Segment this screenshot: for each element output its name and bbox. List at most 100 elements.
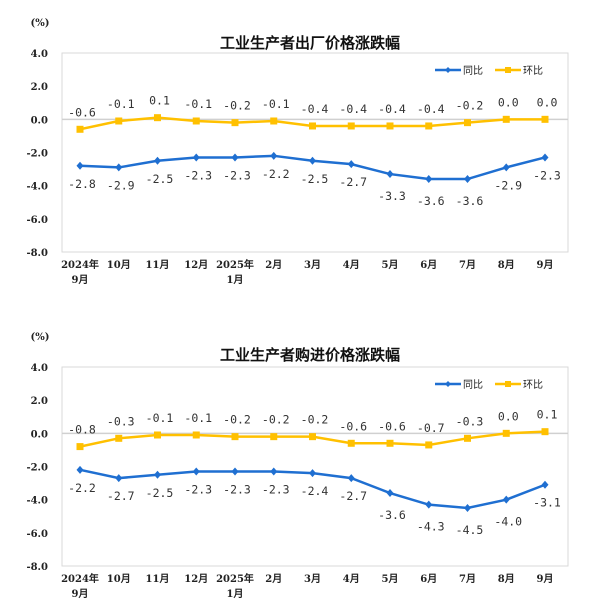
x-tick-label: 9月: [72, 274, 89, 286]
legend-marker: [505, 67, 511, 73]
x-tick-label: 3月: [304, 259, 321, 271]
data-point-yoy: [115, 474, 123, 483]
x-tick-label: 8月: [498, 259, 515, 271]
x-tick-label: 4月: [343, 259, 360, 271]
legend-marker: [445, 67, 451, 73]
y-tick-label: -2.0: [26, 463, 48, 474]
data-point-mom: [309, 433, 316, 441]
data-label-yoy: -4.3: [417, 520, 445, 534]
data-label-mom: -0.1: [107, 97, 135, 111]
x-tick-label: 6月: [420, 259, 437, 271]
legend-label: 环比: [523, 65, 543, 77]
data-label-yoy: -2.3: [262, 482, 290, 496]
data-label-yoy: -2.5: [301, 172, 329, 186]
legend-marker: [505, 381, 511, 387]
data-label-yoy: -2.9: [107, 178, 135, 192]
data-point-mom: [502, 115, 510, 123]
data-label-yoy: -2.5: [146, 486, 174, 500]
data-point-mom: [425, 122, 433, 130]
data-label-mom: -0.1: [184, 411, 212, 425]
x-tick-label: 1月: [227, 588, 244, 600]
x-tick-label: 1月: [227, 274, 244, 286]
x-tick-label: 12月: [184, 259, 208, 271]
data-label-yoy: -3.6: [417, 194, 445, 208]
data-label-mom: -0.7: [417, 421, 445, 435]
data-label-mom: -0.2: [456, 99, 484, 113]
data-label-mom: -0.2: [223, 99, 251, 113]
y-tick-label: -4.0: [26, 496, 48, 507]
data-point-mom: [386, 122, 394, 130]
data-label-yoy: -2.3: [533, 168, 561, 182]
data-label-mom: -0.2: [262, 413, 290, 427]
data-label-yoy: -2.7: [339, 175, 367, 189]
legend-label: 同比: [463, 379, 483, 391]
y-tick-label: -8.0: [26, 562, 48, 573]
data-label-yoy: -2.7: [339, 489, 367, 503]
data-label-mom: 0.1: [149, 94, 170, 108]
y-tick-label: 2.0: [31, 82, 48, 93]
data-point-yoy: [541, 480, 549, 489]
data-label-yoy: -3.1: [533, 496, 561, 510]
y-tick-label: 4.0: [31, 363, 48, 374]
x-tick-label: 9月: [537, 573, 554, 585]
data-point-mom: [502, 429, 510, 437]
data-label-mom: -0.2: [301, 413, 329, 427]
data-label-mom: -0.8: [68, 423, 96, 437]
data-label-yoy: -2.2: [68, 481, 96, 495]
chart-title: 工业生产者出厂价格涨跌幅: [220, 34, 400, 52]
x-tick-label: 10月: [107, 259, 131, 271]
data-point-mom: [154, 431, 161, 439]
data-point-yoy: [347, 160, 355, 169]
data-point-mom: [464, 119, 471, 127]
data-label-mom: -0.1: [262, 97, 290, 111]
data-point-mom: [115, 434, 123, 442]
data-label-yoy: -2.2: [262, 167, 290, 181]
data-label-mom: -0.2: [223, 413, 251, 427]
legend-label: 同比: [463, 65, 483, 77]
data-label-mom: -0.1: [146, 411, 174, 425]
data-label-yoy: -2.3: [223, 168, 251, 182]
data-point-yoy: [309, 469, 316, 478]
data-label-mom: -0.4: [301, 102, 329, 116]
data-point-mom: [115, 117, 123, 125]
x-tick-label: 7月: [459, 573, 476, 585]
data-label-yoy: -2.3: [184, 168, 212, 182]
data-point-mom: [309, 122, 316, 130]
x-tick-label: 10月: [107, 573, 131, 585]
x-tick-label: 11月: [146, 259, 170, 271]
data-label-mom: -0.6: [378, 419, 406, 433]
data-label-yoy: -4.5: [456, 523, 484, 537]
plot-area: [61, 52, 569, 253]
data-point-yoy: [464, 175, 471, 184]
y-tick-label: 0.0: [31, 115, 48, 126]
data-point-mom: [347, 122, 355, 130]
data-point-yoy: [425, 500, 433, 509]
x-tick-label: 5月: [382, 573, 399, 585]
data-point-mom: [76, 443, 84, 451]
x-tick-label: 9月: [537, 259, 554, 271]
data-point-yoy: [154, 470, 161, 479]
x-tick-label: 7月: [459, 259, 476, 271]
data-point-yoy: [386, 170, 394, 179]
data-point-mom: [541, 115, 549, 123]
y-axis-unit: (%): [31, 332, 50, 343]
data-label-mom: 0.0: [498, 95, 519, 109]
data-label-mom: -0.4: [378, 102, 406, 116]
data-label-yoy: -3.3: [378, 189, 406, 203]
data-point-yoy: [154, 156, 161, 165]
data-point-mom: [76, 125, 84, 133]
data-label-yoy: -2.3: [223, 482, 251, 496]
chart-1: 工业生产者出厂价格涨跌幅 (%) 4.0 2.0 0.0 -2.0 -4.0 -6.0 -8.0…: [26, 18, 569, 286]
x-tick-label: 4月: [343, 573, 360, 585]
data-point-yoy: [464, 503, 471, 512]
y-tick-label: -6.0: [26, 215, 48, 226]
data-label-yoy: -2.3: [184, 482, 212, 496]
data-point-yoy: [270, 151, 278, 160]
data-point-mom: [425, 441, 433, 449]
y-tick-label: 0.0: [31, 429, 48, 440]
y-tick-label: -4.0: [26, 182, 48, 193]
legend-marker: [445, 381, 451, 387]
x-tick-label: 5月: [382, 259, 399, 271]
x-tick-label: 2024年: [61, 572, 99, 585]
